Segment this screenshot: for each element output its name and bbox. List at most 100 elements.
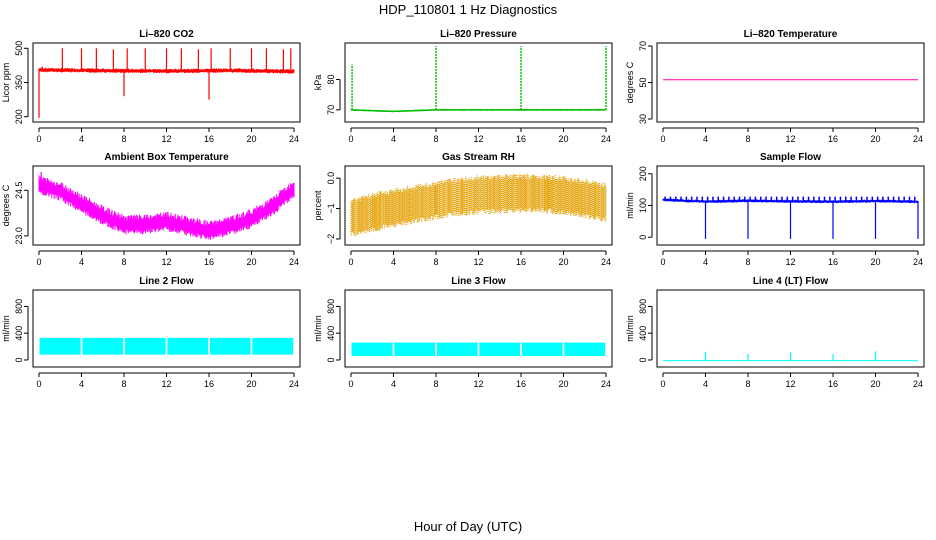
- y-axis-label: ml/min: [1, 315, 11, 342]
- x-tick-label: 0: [36, 257, 41, 267]
- plot-frame: [656, 289, 925, 368]
- plot-frame: [656, 165, 925, 246]
- x-tick-label: 4: [391, 379, 396, 389]
- x-tick-label: 20: [558, 134, 568, 144]
- y-tick-label: 70: [326, 105, 336, 115]
- x-tick-label: 20: [246, 257, 256, 267]
- series-area: [662, 196, 919, 239]
- y-tick-label: 70: [638, 41, 648, 51]
- x-tick-label: 8: [745, 134, 750, 144]
- figure-title: HDP_110801 1 Hz Diagnostics: [378, 2, 558, 17]
- plot-frame: [344, 165, 613, 246]
- panel-title: Li–820 CO2: [139, 29, 194, 40]
- y-tick-label: 0: [326, 357, 336, 362]
- y-tick-label: 30: [638, 114, 648, 124]
- x-tick-label: 4: [703, 257, 708, 267]
- x-tick-label: 0: [660, 134, 665, 144]
- plot-frame: [32, 289, 301, 368]
- x-tick-label: 24: [289, 379, 299, 389]
- x-tick-label: 24: [601, 257, 611, 267]
- series-area: [350, 46, 607, 113]
- series-area: [39, 337, 294, 355]
- x-tick-label: 20: [870, 134, 880, 144]
- x-tick-label: 8: [121, 379, 126, 389]
- y-tick-label: 400: [638, 326, 648, 341]
- series-mean-line: [38, 185, 295, 233]
- x-tick-label: 20: [558, 257, 568, 267]
- plot-frame: [344, 42, 613, 123]
- y-axis-label: degrees C: [1, 184, 11, 226]
- x-tick-label: 16: [204, 257, 214, 267]
- x-tick-label: 20: [558, 379, 568, 389]
- flow-band-segment: [39, 337, 81, 355]
- x-tick-label: 12: [473, 257, 483, 267]
- y-tick-label: 100: [638, 198, 648, 213]
- x-tick-label: 16: [516, 134, 526, 144]
- y-axis-label: Licor ppm: [1, 63, 11, 103]
- y-tick-label: 400: [326, 326, 336, 341]
- flow-band-segment: [436, 342, 478, 356]
- y-axis-label: degrees C: [625, 61, 635, 103]
- x-tick-label: 20: [870, 379, 880, 389]
- x-tick-label: 8: [121, 134, 126, 144]
- series-area: [350, 173, 607, 237]
- y-tick-label: −1: [326, 203, 336, 213]
- x-tick-label: 16: [516, 379, 526, 389]
- x-tick-label: 12: [785, 379, 795, 389]
- x-tick-label: 8: [745, 257, 750, 267]
- x-tick-label: 16: [828, 134, 838, 144]
- x-tick-label: 12: [785, 134, 795, 144]
- x-tick-label: 4: [79, 134, 84, 144]
- y-axis-label: percent: [313, 190, 323, 221]
- series-area: [663, 351, 918, 362]
- y-tick-label: 0: [14, 357, 24, 362]
- x-tick-label: 12: [161, 134, 171, 144]
- y-axis-label: ml/min: [625, 192, 635, 219]
- x-tick-label: 16: [204, 134, 214, 144]
- y-tick-label: 800: [638, 299, 648, 314]
- flow-band-segment: [564, 342, 606, 356]
- y-tick-label: 800: [326, 299, 336, 314]
- x-tick-label: 4: [703, 379, 708, 389]
- x-tick-label: 20: [246, 379, 256, 389]
- y-axis-label: ml/min: [313, 315, 323, 342]
- flow-band-segment: [351, 342, 393, 356]
- series-mean-line: [350, 109, 606, 113]
- x-tick-label: 16: [204, 379, 214, 389]
- x-tick-label: 24: [913, 134, 923, 144]
- y-tick-label: 400: [14, 326, 24, 341]
- y-tick-label: 0: [638, 357, 648, 362]
- chart-panel-3: Li–820 Temperature 0 4 8 12 16 20 24 30 50 70degre…: [625, 29, 925, 144]
- panel-title: Ambient Box Temperature: [104, 152, 229, 163]
- series-area: [38, 172, 295, 240]
- x-tick-label: 16: [828, 379, 838, 389]
- panel-title: Line 3 Flow: [451, 276, 506, 287]
- flow-band-segment: [521, 342, 563, 356]
- x-tick-label: 0: [348, 379, 353, 389]
- x-tick-label: 8: [745, 379, 750, 389]
- x-tick-label: 24: [601, 134, 611, 144]
- flow-band-segment: [167, 337, 209, 355]
- panel-title: Line 2 Flow: [139, 276, 194, 287]
- y-tick-label: 200: [638, 166, 648, 181]
- x-tick-label: 20: [870, 257, 880, 267]
- flow-band-segment: [252, 337, 294, 355]
- x-tick-label: 4: [79, 379, 84, 389]
- x-tick-label: 12: [785, 257, 795, 267]
- plot-frame: [32, 165, 301, 246]
- x-tick-label: 8: [433, 379, 438, 389]
- x-tick-label: 24: [289, 257, 299, 267]
- x-tick-label: 12: [161, 257, 171, 267]
- flow-band-segment: [209, 337, 251, 355]
- x-tick-label: 0: [348, 134, 353, 144]
- x-tick-label: 16: [828, 257, 838, 267]
- y-axis-label: kPa: [313, 75, 323, 91]
- flow-band-segment: [124, 337, 166, 355]
- y-tick-label: 50: [638, 77, 648, 87]
- x-tick-label: 4: [391, 257, 396, 267]
- y-tick-label: 23.0: [14, 227, 24, 245]
